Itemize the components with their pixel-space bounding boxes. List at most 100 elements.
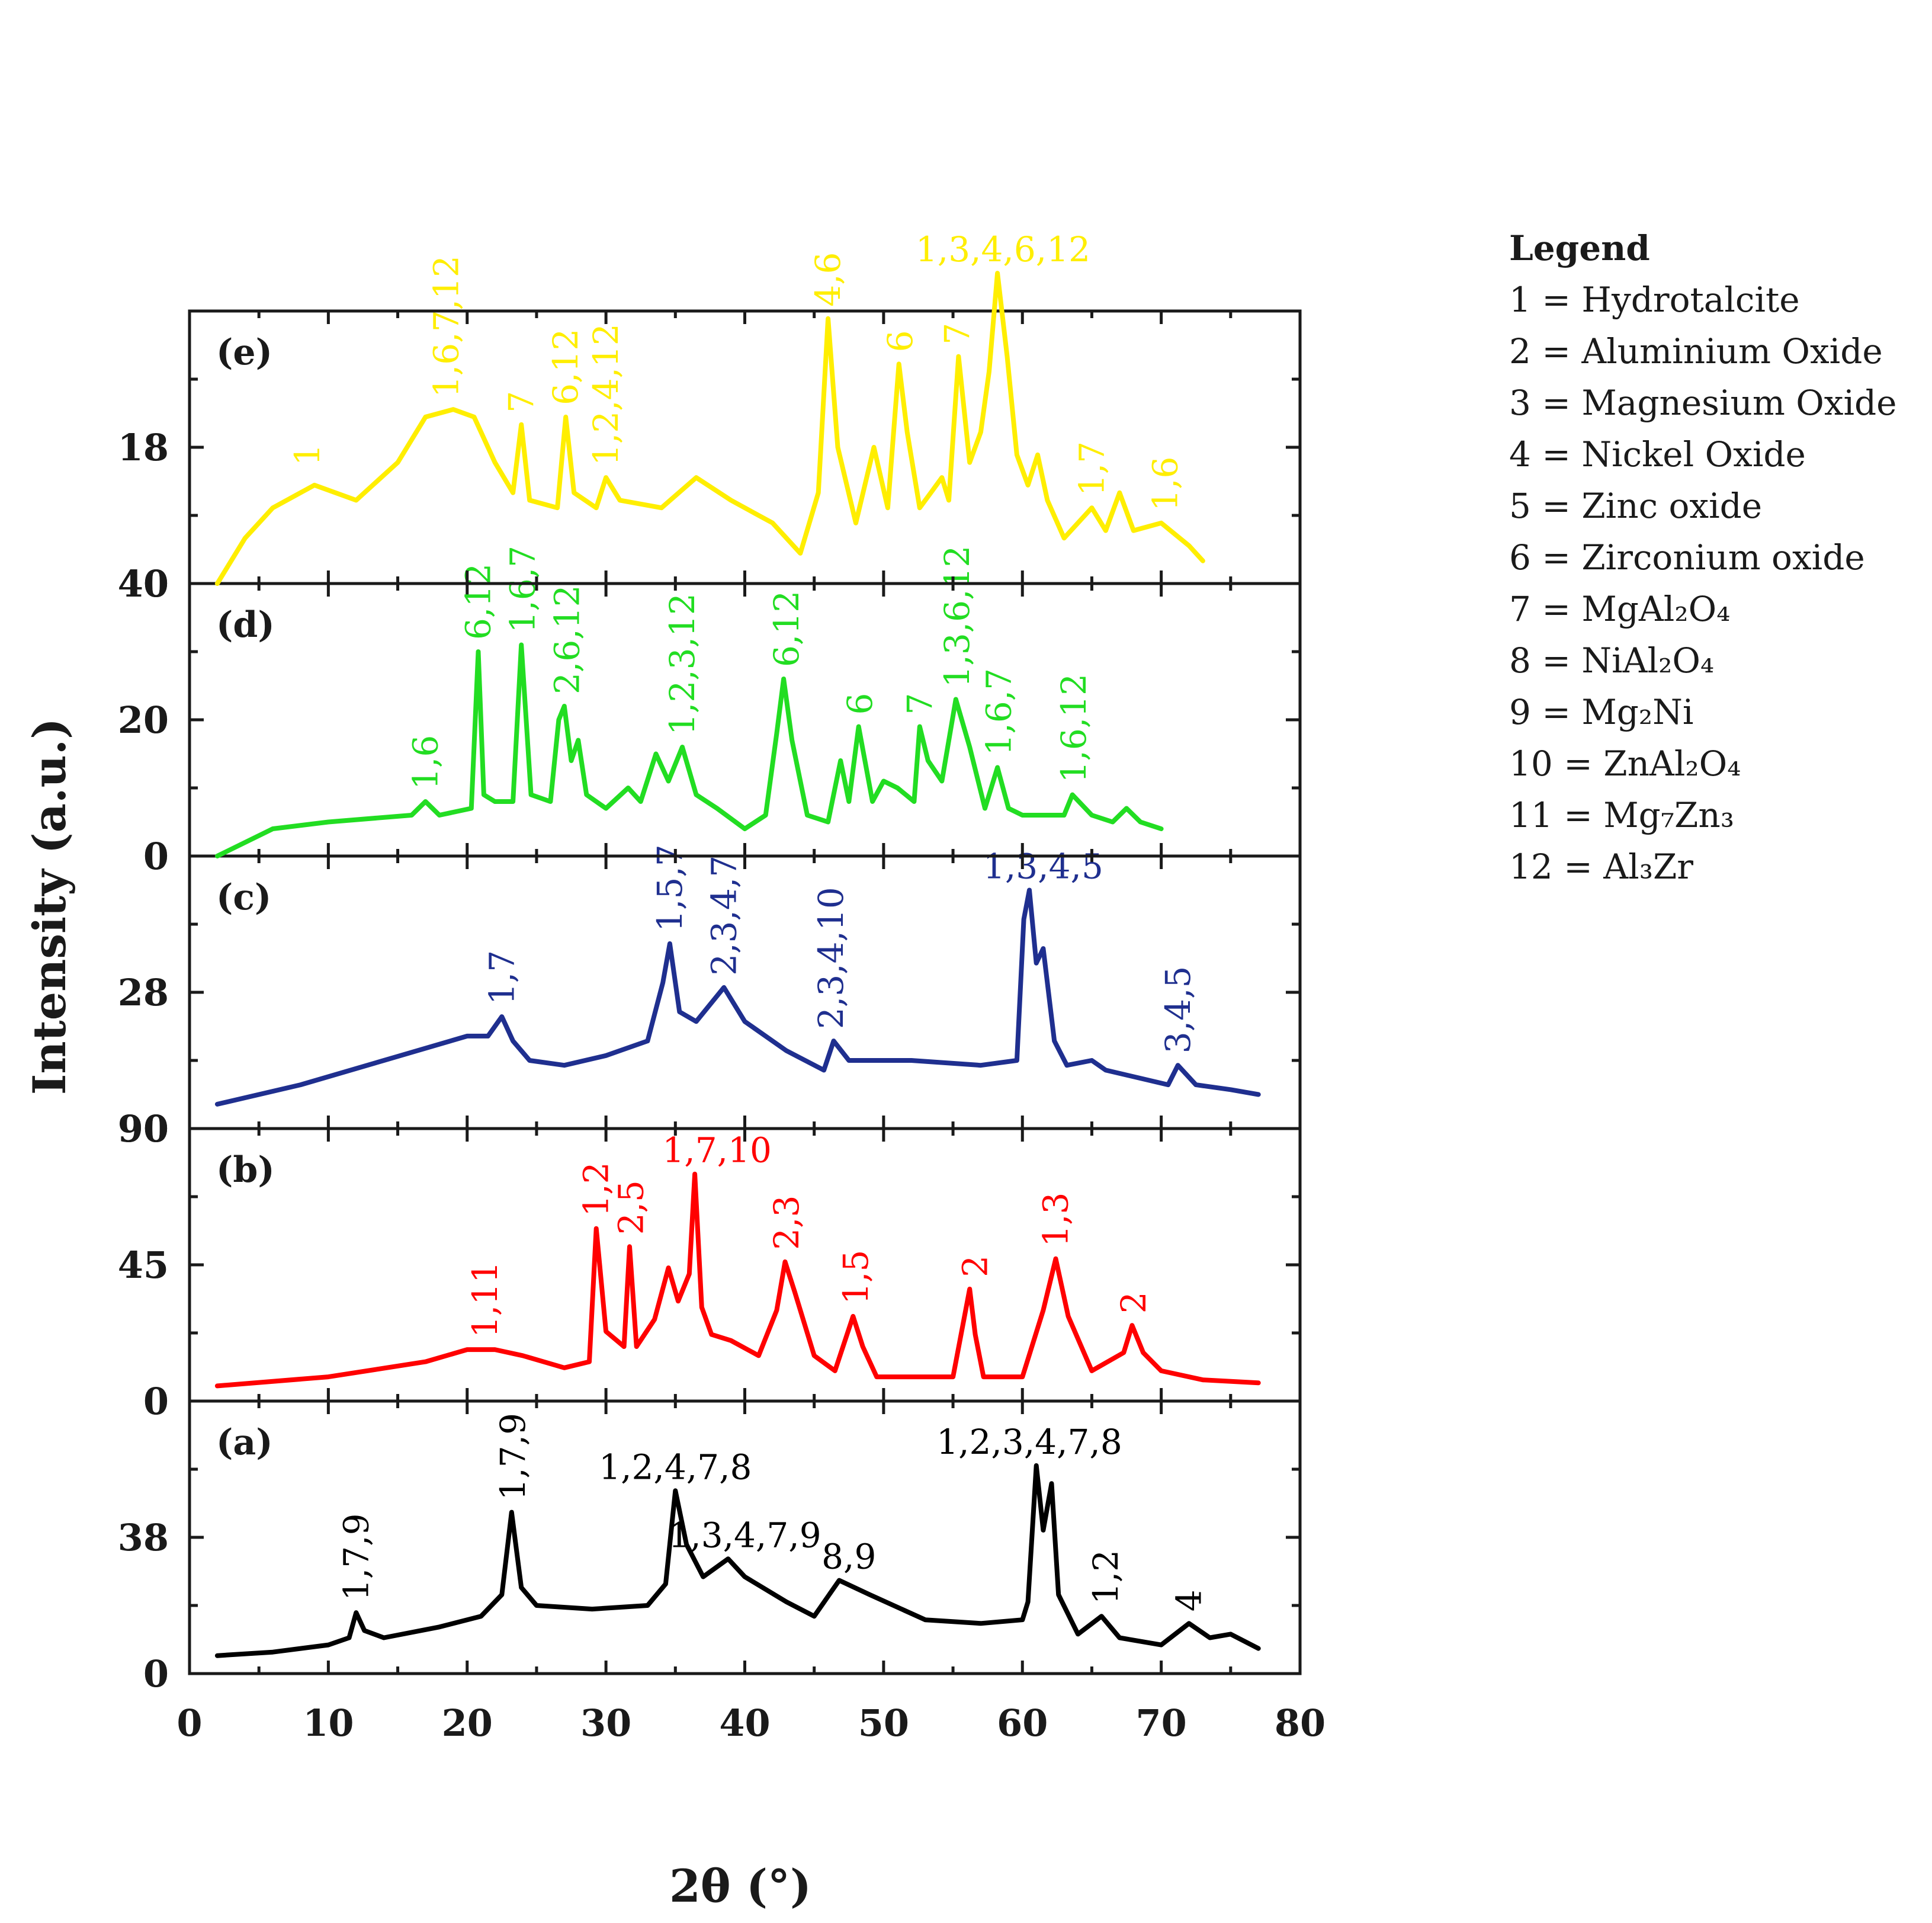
legend-item: 10 = ZnAl₂O₄	[1509, 743, 1741, 784]
peak-label: 1,6,7	[503, 546, 543, 633]
panel-label: (b)	[216, 1149, 275, 1191]
peak-label: 1,11	[465, 1261, 505, 1338]
legend-items: 1 = Hydrotalcite 2 = Aluminium Oxide 3 = M…	[1509, 274, 1897, 893]
peak-label: 1,6	[1145, 457, 1186, 511]
peak-label: 2,3,4,7	[704, 855, 744, 976]
legend-item: 8 = NiAl₂O₄	[1509, 640, 1715, 681]
peak-label: 2,5	[611, 1180, 651, 1235]
panel-c: 90 28 (c) 1,7 1,5,7 2,3,4,7 2,3,4,10 1,3,4,5 3,4…	[118, 844, 1302, 1150]
series-line-e	[214, 271, 1205, 586]
legend-item: 7 = MgAl₂O₄	[1509, 589, 1731, 629]
peak-label: 1,3	[1036, 1193, 1076, 1247]
y-tick-label: 90	[118, 1107, 169, 1150]
peak-label: 1,5,7	[650, 844, 690, 932]
peak-label: 1,7,9	[336, 1514, 376, 1601]
peak-label: 1,2,4,12	[586, 323, 626, 466]
panel-label: (e)	[216, 332, 272, 373]
peak-label: 4	[1169, 1589, 1209, 1611]
peak-label: 8,9	[821, 1537, 876, 1577]
x-tick-label: 10	[303, 1701, 354, 1745]
series-line-d	[214, 642, 1164, 858]
y-tick-label: 18	[118, 426, 169, 469]
peak-label: 1,3,6,12	[937, 546, 977, 688]
legend-item: 3 = Magnesium Oxide	[1509, 383, 1897, 423]
y-tick-label: 20	[118, 698, 169, 742]
y-tick-label: 0	[143, 835, 169, 878]
peak-label: 1,3,4,6,12	[916, 229, 1090, 270]
y-axis-title: Intensity (a.u.)	[23, 718, 76, 1095]
y-tick-label: 38	[118, 1516, 169, 1559]
peak-label: 6,12	[458, 563, 499, 640]
peak-label: 1,6,7	[978, 668, 1019, 756]
peak-label: 1,6	[405, 735, 445, 790]
x-tick-label: 70	[1135, 1701, 1186, 1745]
peak-label: 1,7,10	[662, 1130, 771, 1171]
y-tick-label: 90	[118, 1107, 169, 1150]
legend-item: 9 = Mg₂Ni	[1509, 692, 1694, 732]
x-tick-label: 20	[442, 1701, 493, 1745]
legend-item: 6 = Zirconium oxide	[1509, 537, 1865, 578]
panel-label: (a)	[216, 1422, 273, 1463]
y-tick-label: 40	[118, 562, 169, 605]
y-tick-label: 0	[143, 1652, 169, 1696]
series-line-b	[214, 1171, 1261, 1389]
series-line-a	[214, 1463, 1261, 1658]
panel-label: (d)	[216, 604, 275, 646]
peak-label: 1,2	[576, 1162, 617, 1216]
x-axis: 0 10 20 30 40 50 60 70 80	[176, 1701, 1326, 1745]
peak-label: 1,2,3,4,7,8	[936, 1422, 1122, 1462]
x-tick-label: 50	[858, 1701, 909, 1745]
peak-label: 6,12	[766, 591, 807, 667]
legend-item: 5 = Zinc oxide	[1509, 486, 1763, 526]
peak-label: 1,7	[482, 950, 522, 1005]
y-tick-label: 45	[118, 1243, 169, 1287]
legend-item: 4 = Nickel Oxide	[1509, 434, 1806, 475]
peak-label: 7	[937, 323, 977, 345]
peak-label: 1,2,3,12	[662, 593, 702, 735]
peak-label: 1,3,4,5	[983, 847, 1103, 887]
peak-label: 2,3,4,10	[811, 887, 851, 1029]
panel-frame	[188, 309, 1302, 585]
legend-title: Legend	[1509, 228, 1650, 268]
legend: Legend 1 = Hydrotalcite 2 = Aluminium Oxi…	[1509, 228, 1897, 893]
peak-label: 1	[287, 444, 328, 466]
peak-label: 6	[840, 693, 880, 715]
legend-item: 11 = Mg₇Zn₃	[1509, 795, 1734, 835]
peak-label: 7	[900, 693, 940, 715]
x-tick-label: 40	[719, 1701, 770, 1745]
x-tick-label: 30	[580, 1701, 631, 1745]
peak-label: 1,2,4,7,8	[599, 1447, 752, 1487]
peak-label: 2	[1113, 1291, 1154, 1313]
peak-label: 3,4,5	[1158, 966, 1198, 1054]
y-tick-label: 28	[118, 971, 169, 1014]
peak-label: 6,12	[545, 329, 586, 405]
peak-label: 7	[501, 391, 541, 413]
panels: 0 38 (a) 1,7,9 1,7,9 1,2,4,7,8 1,3,4,7,98,9 1,2…	[118, 229, 1302, 1696]
panel-frame	[188, 854, 1302, 1130]
legend-item: 1 = Hydrotalcite	[1509, 280, 1800, 320]
peak-label: 1,3,4,7,9	[668, 1515, 821, 1555]
peak-label: 1,7,9	[493, 1413, 533, 1501]
x-tick-label: 60	[997, 1701, 1048, 1745]
x-tick-label: 80	[1275, 1701, 1326, 1745]
series-line-c	[214, 887, 1261, 1107]
legend-item: 12 = Al₃Zr	[1509, 847, 1693, 887]
peak-label: 1,6,12	[1054, 674, 1094, 783]
peak-label: 1,5	[836, 1250, 876, 1305]
y-tick-label: 40	[118, 562, 169, 605]
peak-label: 4,6	[808, 252, 848, 307]
peak-label: 2,3	[766, 1196, 807, 1250]
peak-label: 1,7	[1071, 441, 1112, 496]
y-tick-label: 0	[143, 1380, 169, 1423]
peak-label: 6	[880, 330, 920, 352]
peak-label: 1,2	[1086, 1550, 1126, 1604]
x-axis-title: 2θ (°)	[669, 1860, 811, 1912]
panel-a: 0 38 (a) 1,7,9 1,7,9 1,2,4,7,8 1,3,4,7,98,9 1,2…	[118, 1399, 1302, 1696]
peak-label: 1,6,7,12	[426, 255, 467, 398]
panel-label: (c)	[216, 877, 271, 918]
panel-b: 0 45 90 (b) 1,11 1,22,5 1,7,10 2,3 1,5 2 1,3 2	[118, 1107, 1302, 1423]
peak-label: 2	[955, 1255, 996, 1277]
